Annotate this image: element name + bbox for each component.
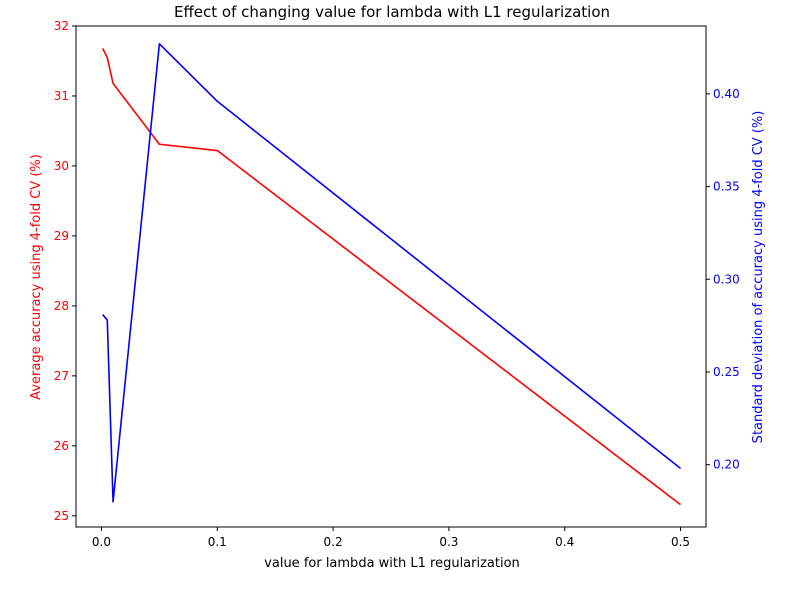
- x-axis-label: value for lambda with L1 regularization: [264, 556, 520, 571]
- y-left-tick-label: 30: [54, 159, 69, 173]
- y-right-tick-label: 0.25: [713, 365, 740, 379]
- x-tick-label: 0.1: [208, 535, 227, 549]
- plot-frame: [75, 25, 707, 528]
- y-right-tick-label: 0.40: [713, 87, 740, 101]
- series-line-left: [101, 48, 682, 506]
- y-left-tick-label: 27: [54, 369, 69, 383]
- y-right-tick-label: 0.20: [713, 458, 740, 472]
- y-left-axis-ticks: 25 26 27 28 29 30 31 32: [54, 19, 76, 523]
- x-tick-label: 0.0: [92, 535, 111, 549]
- y-left-tick-label: 26: [54, 439, 69, 453]
- x-tick-label: 0.2: [324, 535, 343, 549]
- x-tick-label: 0.4: [555, 535, 574, 549]
- x-tick-label: 0.5: [671, 535, 690, 549]
- series-layer: [101, 42, 682, 506]
- series-line-right: [102, 42, 682, 503]
- y-left-tick-label: 29: [54, 229, 69, 243]
- y-right-axis-ticks: 0.20 0.25 0.30 0.35 0.40: [706, 87, 740, 472]
- x-tick-label: 0.3: [439, 535, 458, 549]
- y-left-tick-label: 25: [54, 509, 69, 523]
- y-left-tick-label: 31: [54, 89, 69, 103]
- y-right-tick-label: 0.30: [713, 272, 740, 286]
- y-right-axis-label: Standard deviation of accuracy using 4-f…: [751, 111, 766, 444]
- chart-title: Effect of changing value for lambda with…: [174, 3, 610, 21]
- y-left-axis-label: Average accuracy using 4-fold CV (%): [29, 154, 44, 400]
- x-axis-ticks: 0.0 0.1 0.2 0.3 0.4 0.5: [92, 527, 690, 549]
- y-left-tick-label: 32: [54, 19, 69, 33]
- y-left-tick-label: 28: [54, 299, 69, 313]
- y-right-tick-label: 0.35: [713, 180, 740, 194]
